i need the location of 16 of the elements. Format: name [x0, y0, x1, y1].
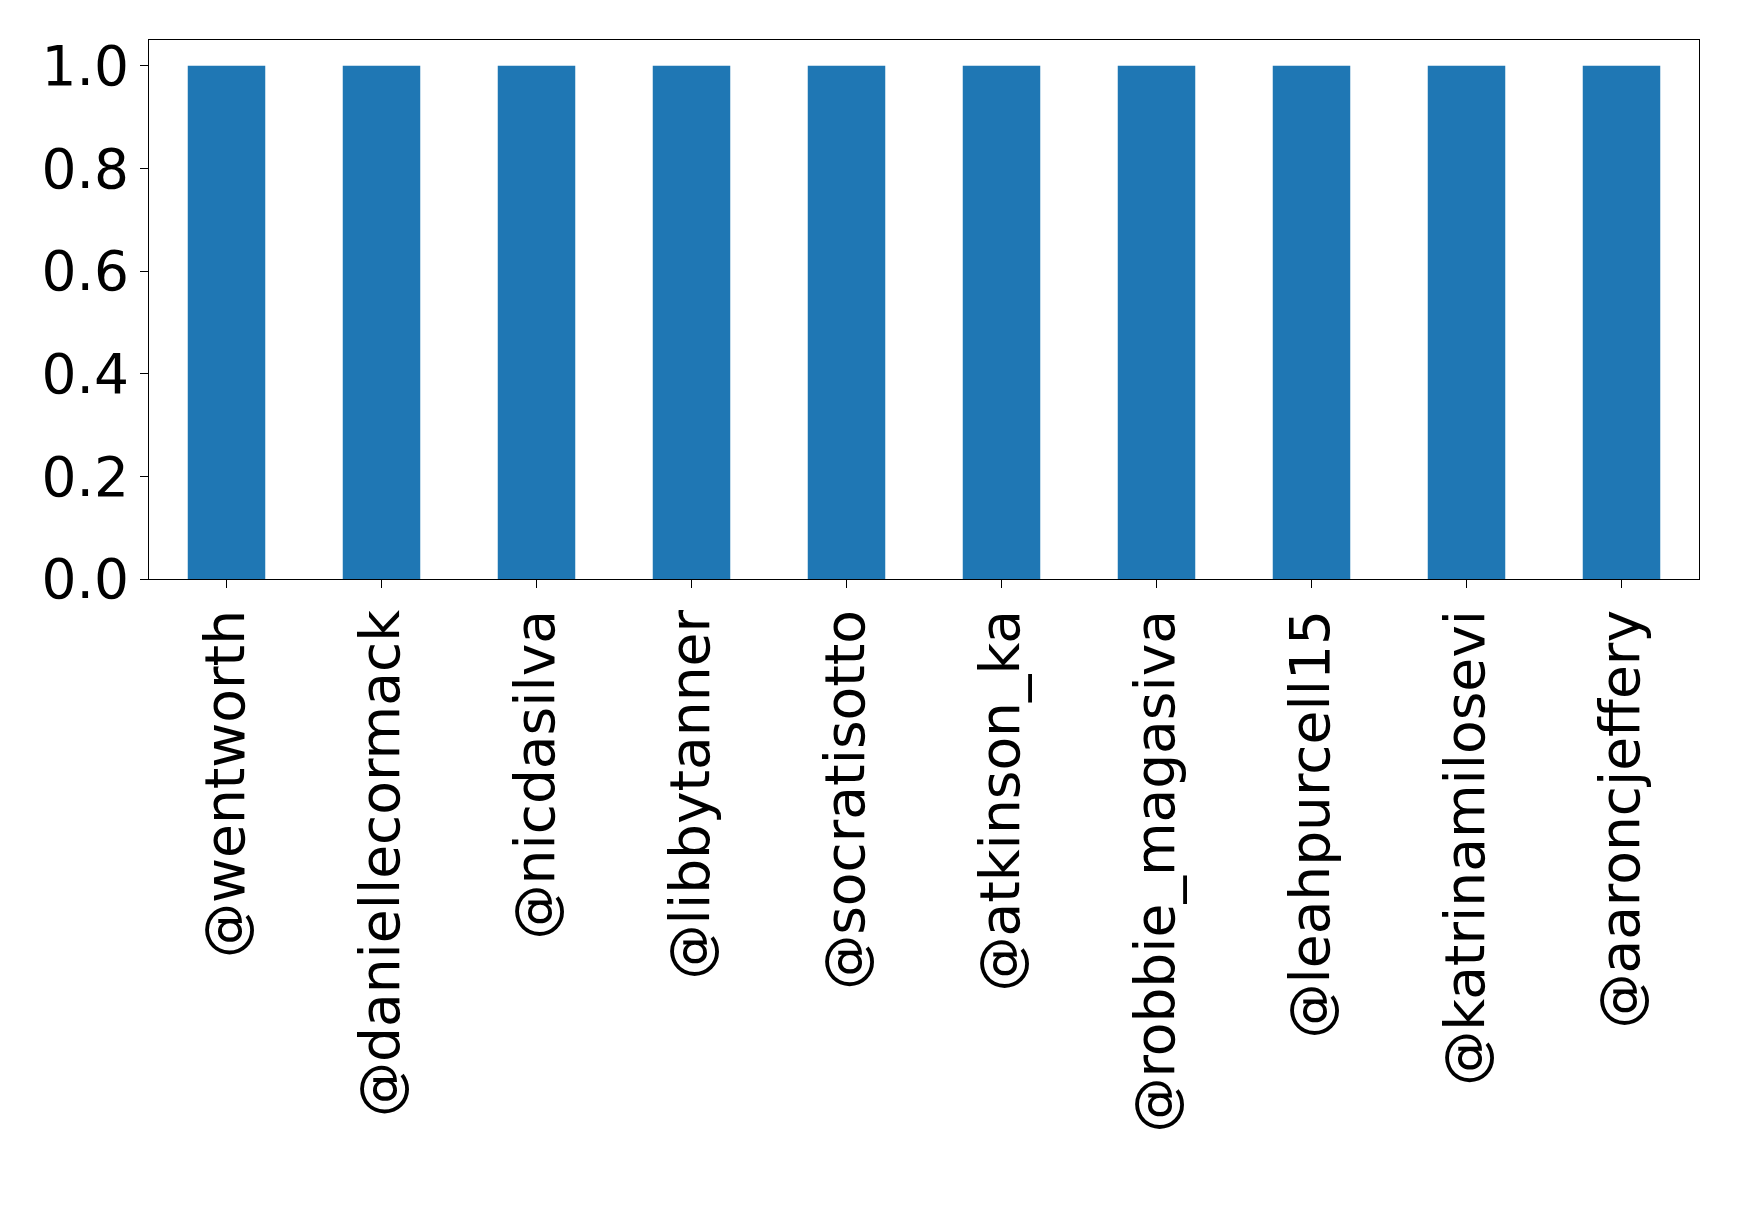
- x-tick-label: @socratisotto: [813, 610, 878, 990]
- x-tick-label: @libbytanner: [658, 609, 723, 980]
- x-tick-label: @katrinamilosevi: [1433, 610, 1498, 1086]
- y-tick-label: 0.6: [41, 239, 129, 304]
- y-tick-label: 0.8: [41, 136, 129, 201]
- y-tick-label: 0.4: [41, 341, 129, 406]
- x-tick-label: @wentworth: [193, 610, 258, 958]
- x-tick-label: @leahpurcell15: [1278, 610, 1343, 1039]
- x-tick-label: @aaroncjeffery: [1588, 610, 1653, 1029]
- y-tick-label: 0.2: [41, 444, 129, 509]
- x-tick-label: @robbie_magasiva: [1123, 610, 1188, 1133]
- y-tick-label: 0.0: [41, 547, 129, 612]
- x-tick-label: @daniellecormack: [348, 609, 413, 1117]
- x-tick-label: @atkinson_ka: [968, 610, 1033, 992]
- x-tick-label: @nicdasilva: [503, 610, 568, 940]
- y-tick-label: 1.0: [41, 33, 129, 98]
